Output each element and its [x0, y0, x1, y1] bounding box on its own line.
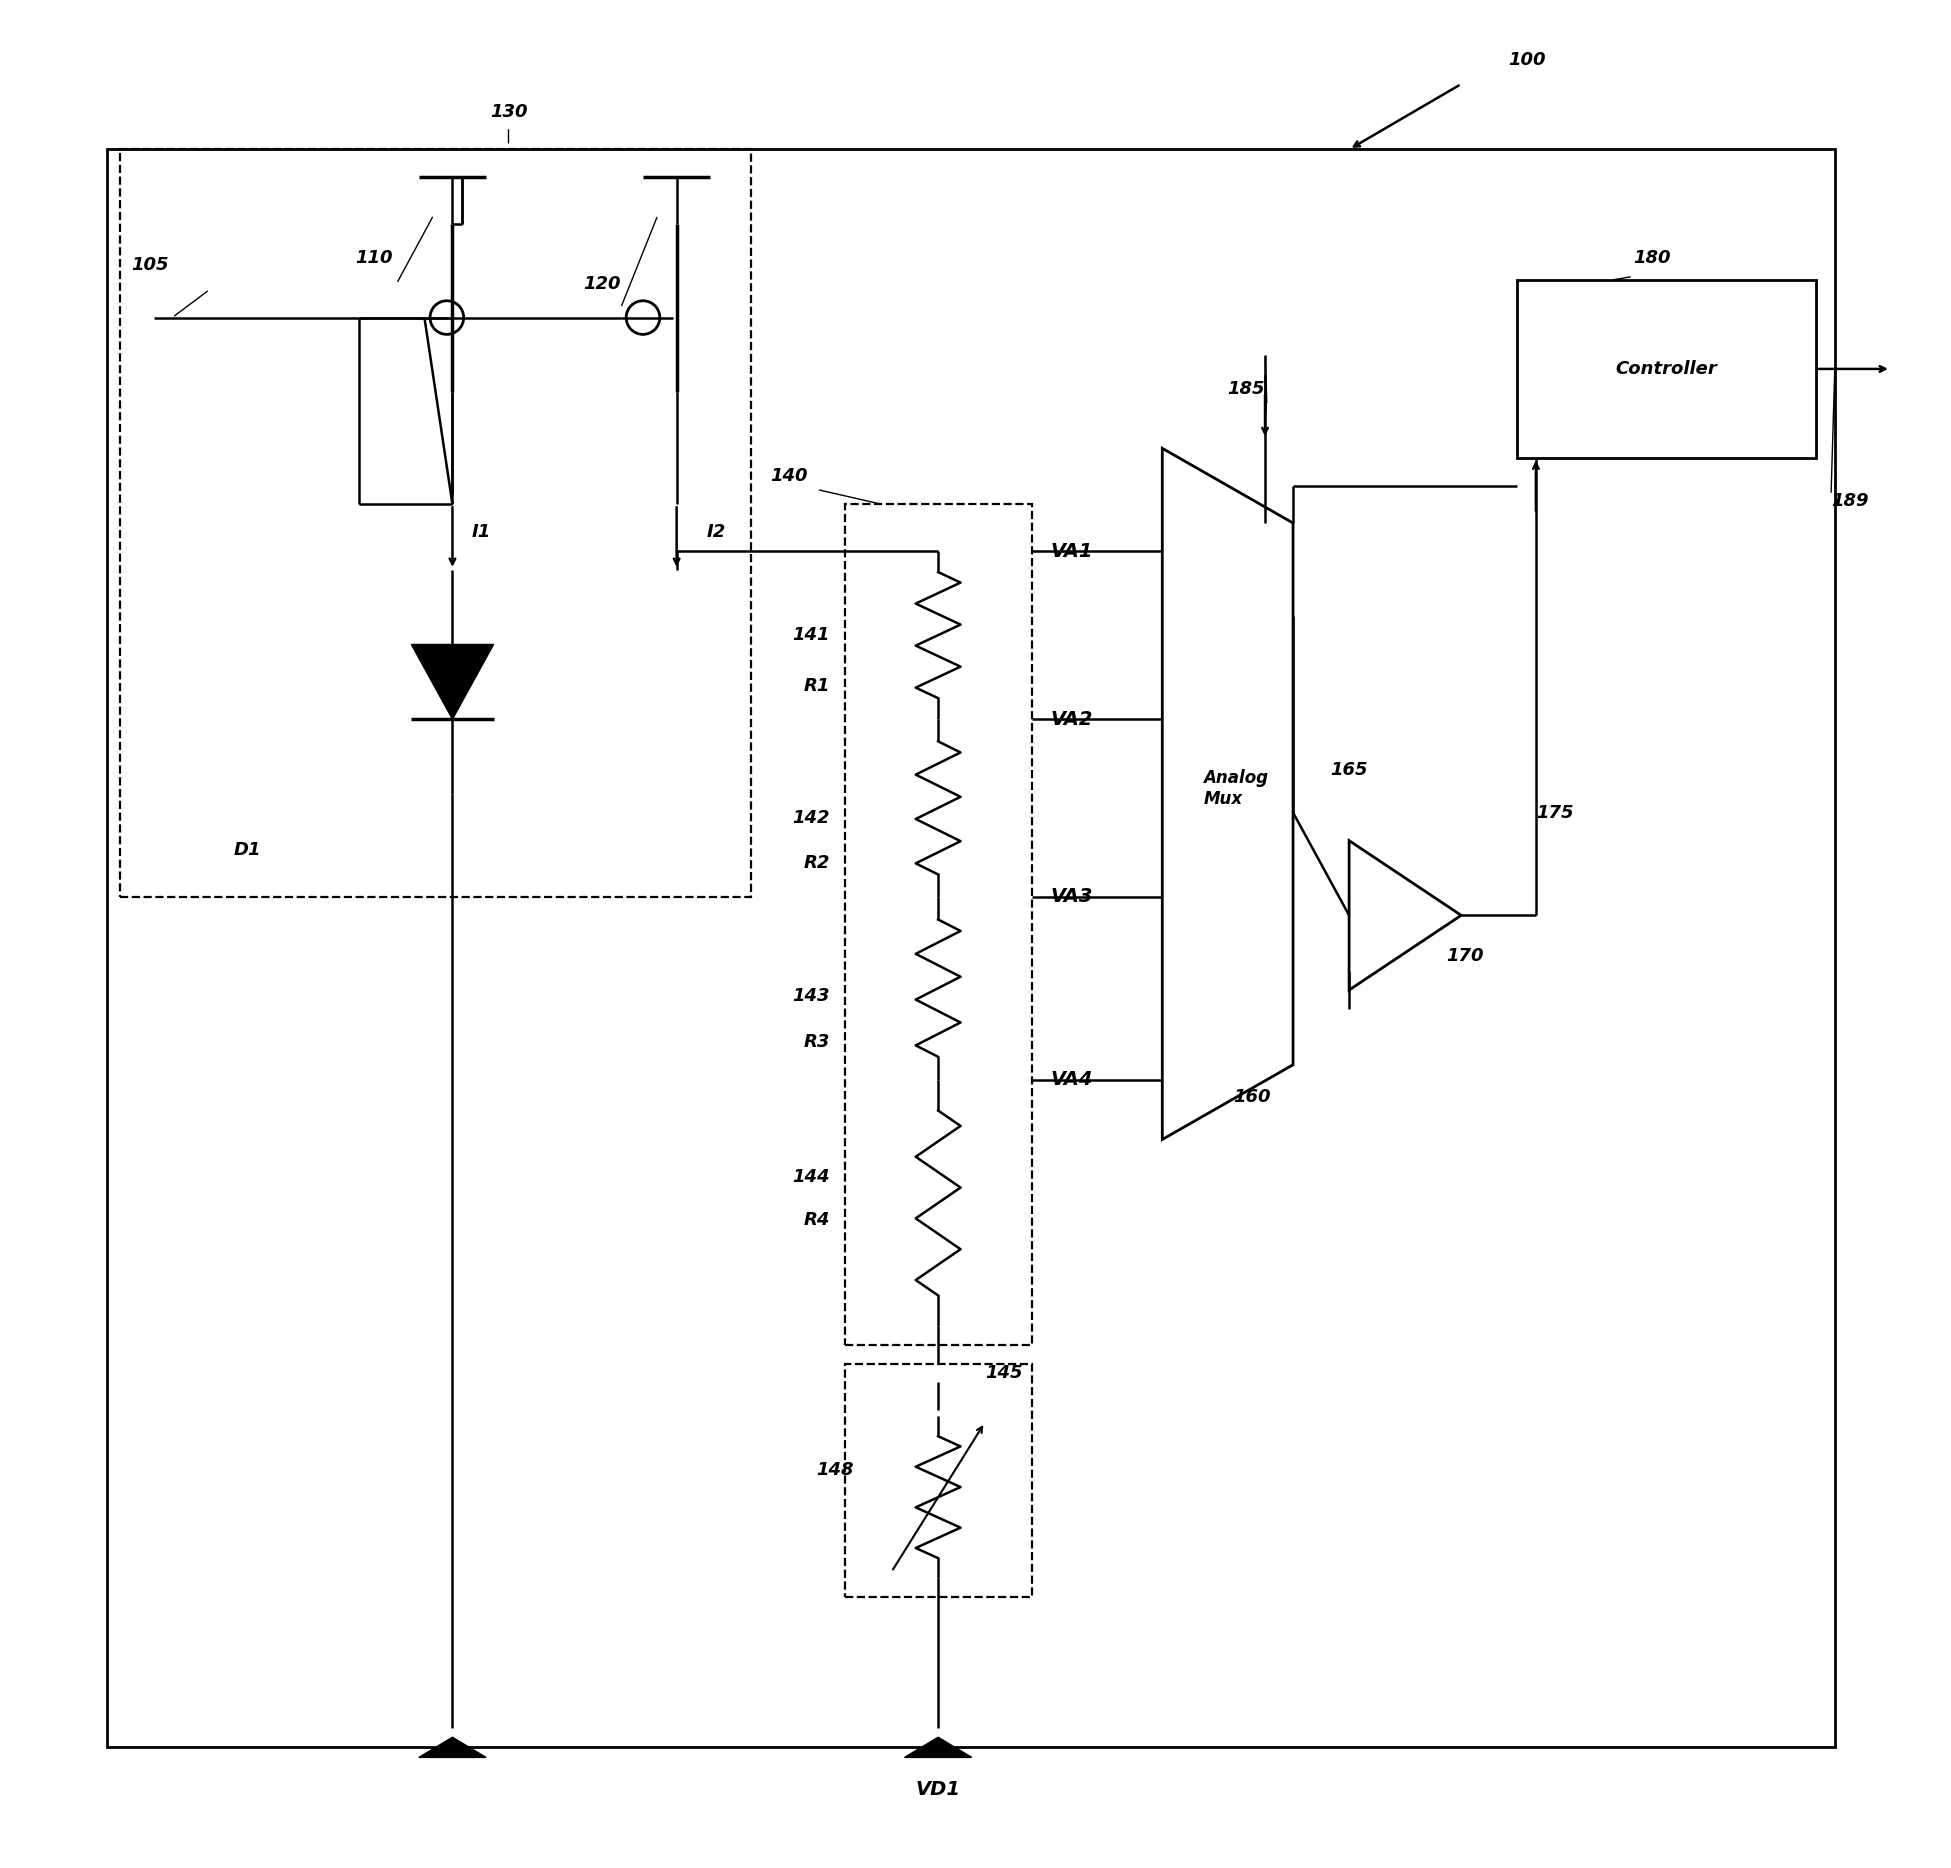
Text: 185: 185 — [1227, 379, 1264, 398]
Text: 120: 120 — [583, 275, 620, 293]
Text: 105: 105 — [131, 256, 168, 275]
Text: R4: R4 — [804, 1210, 829, 1229]
Text: R1: R1 — [804, 676, 829, 695]
Text: 140: 140 — [771, 467, 808, 486]
Text: VD1: VD1 — [915, 1780, 960, 1799]
Text: 189: 189 — [1830, 491, 1869, 510]
Text: 110: 110 — [355, 248, 392, 267]
Text: I1: I1 — [470, 523, 490, 542]
Polygon shape — [1163, 448, 1294, 1139]
FancyBboxPatch shape — [1518, 280, 1816, 458]
Text: VA1: VA1 — [1050, 542, 1093, 560]
Text: 130: 130 — [490, 103, 527, 121]
Text: 148: 148 — [817, 1461, 855, 1479]
Text: 145: 145 — [985, 1364, 1022, 1382]
Text: D1: D1 — [234, 841, 261, 859]
Text: 144: 144 — [792, 1168, 829, 1186]
Text: 141: 141 — [792, 626, 829, 644]
Text: VA4: VA4 — [1050, 1070, 1093, 1089]
Text: VA3: VA3 — [1050, 887, 1093, 906]
Polygon shape — [905, 1737, 972, 1758]
Text: 165: 165 — [1331, 760, 1368, 779]
Text: 160: 160 — [1233, 1087, 1270, 1106]
Text: R2: R2 — [804, 854, 829, 872]
Text: Analog
Mux: Analog Mux — [1204, 770, 1268, 807]
Text: 170: 170 — [1446, 947, 1483, 966]
Text: 143: 143 — [792, 986, 829, 1005]
Polygon shape — [412, 644, 494, 719]
Text: Controller: Controller — [1615, 361, 1717, 377]
Text: I2: I2 — [706, 523, 726, 542]
Text: R3: R3 — [804, 1033, 829, 1052]
Polygon shape — [419, 1737, 486, 1758]
Text: 175: 175 — [1535, 803, 1573, 822]
Text: 142: 142 — [792, 809, 829, 828]
Polygon shape — [1348, 841, 1461, 990]
Text: 100: 100 — [1508, 50, 1545, 69]
Text: 180: 180 — [1633, 248, 1670, 267]
Text: VA2: VA2 — [1050, 710, 1093, 729]
